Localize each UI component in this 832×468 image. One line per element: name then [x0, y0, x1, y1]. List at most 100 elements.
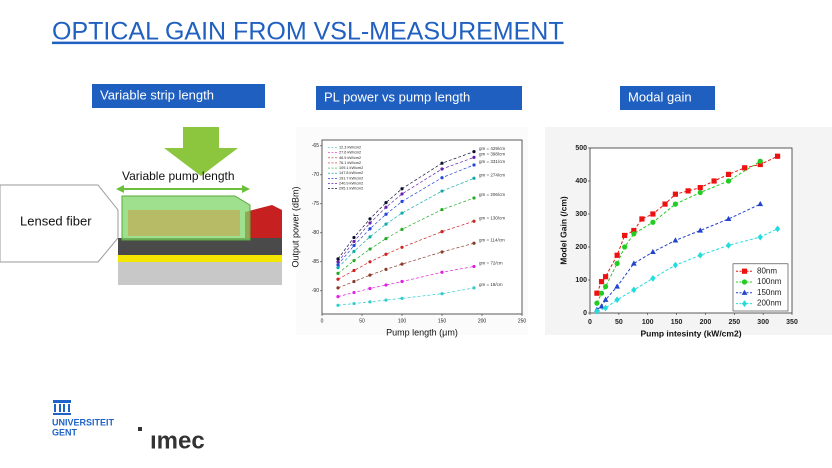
data-point	[775, 154, 780, 159]
y-tick-label: 300	[575, 211, 587, 218]
gain-annotation: gm = 429/cm	[479, 146, 505, 151]
data-point	[384, 237, 387, 240]
y-tick-label: -85	[312, 259, 319, 265]
data-point	[352, 291, 355, 294]
x-tick-label: 150	[671, 319, 683, 326]
gain-annotation: gm = 114/cm	[479, 237, 505, 242]
y-tick-label: -75	[312, 201, 319, 207]
gain-annotation: gm = 18/cm	[479, 282, 503, 287]
data-point	[673, 202, 678, 207]
data-point	[639, 216, 644, 221]
institute-logo: ımec	[150, 427, 205, 454]
data-point	[622, 244, 627, 249]
logo-dot	[138, 427, 142, 431]
legend-label: 240.9 kW/cm2	[339, 181, 363, 185]
data-point	[594, 301, 599, 306]
fiber-label: Lensed fiber	[20, 213, 92, 228]
data-point	[650, 211, 655, 216]
data-point	[400, 280, 403, 283]
data-point	[726, 172, 731, 177]
data-point	[472, 242, 475, 245]
gain-annotation: gm = 72/cm	[479, 261, 503, 266]
data-point	[698, 190, 703, 195]
waveguide-layer	[118, 238, 282, 255]
data-point	[472, 265, 475, 268]
data-point	[742, 165, 747, 170]
logo-icon	[53, 413, 71, 415]
data-point	[472, 156, 475, 159]
y-tick-label: -90	[312, 288, 319, 294]
slide: OPTICAL GAIN FROM VSL-MEASUREMENT Variab…	[0, 0, 832, 468]
data-point	[440, 176, 443, 179]
page: OPTICAL GAIN FROM VSL-MEASUREMENT Variab…	[0, 0, 832, 468]
data-point	[603, 284, 608, 289]
data-point	[336, 260, 339, 263]
data-point	[336, 257, 339, 260]
legend-label: 200nm	[757, 299, 782, 308]
data-point	[384, 213, 387, 216]
data-point	[368, 247, 371, 250]
substrate	[118, 262, 282, 285]
data-point	[400, 192, 403, 195]
logo-icon	[63, 404, 65, 412]
data-point	[472, 286, 475, 289]
data-point	[352, 250, 355, 253]
data-point	[440, 271, 443, 274]
legend-label: 80nm	[757, 266, 777, 275]
x-tick-label: 100	[398, 318, 407, 324]
data-point	[603, 274, 608, 279]
data-point	[472, 196, 475, 199]
pump-arrow-shaft	[183, 127, 219, 149]
data-point	[594, 291, 599, 296]
gain-annotation: gm = 274/cm	[479, 172, 505, 177]
logo-icon	[54, 404, 56, 412]
data-point	[336, 278, 339, 281]
data-point	[352, 302, 355, 305]
data-point	[758, 159, 763, 164]
legend-label: 109.1 kW/cm2	[339, 166, 363, 170]
y-tick-label: 400	[575, 178, 587, 185]
gain-annotation: gm = 398/cm	[479, 152, 505, 157]
y-tick-label: 200	[575, 244, 587, 251]
data-point	[368, 274, 371, 277]
legend-marker	[742, 269, 747, 274]
legend-label: 27.6 kW/cm2	[339, 151, 361, 155]
panel-label: Modal gain	[628, 89, 692, 104]
data-point	[368, 260, 371, 263]
x-tick-label: 350	[786, 319, 798, 326]
data-point	[400, 200, 403, 203]
data-point	[384, 268, 387, 271]
data-point	[440, 162, 443, 165]
x-tick-label: 0	[321, 318, 324, 324]
gain-annotation: gm = 331/cm	[479, 159, 505, 164]
data-point	[336, 295, 339, 298]
data-point	[384, 206, 387, 209]
data-point	[440, 230, 443, 233]
data-point	[336, 286, 339, 289]
university-name: UNIVERSITEIT	[52, 417, 115, 427]
gain-annotation: gm = 130/cm	[479, 215, 505, 220]
data-point	[631, 231, 636, 236]
logo-icon	[68, 404, 70, 412]
logo-icon	[53, 400, 71, 403]
data-point	[368, 217, 371, 220]
university-name: GENT	[52, 427, 78, 437]
y-axis-label: Output power (dBm)	[290, 186, 300, 267]
x-tick-label: 150	[438, 318, 447, 324]
data-point	[384, 283, 387, 286]
data-point	[615, 253, 620, 258]
data-point	[368, 235, 371, 238]
data-point	[368, 227, 371, 230]
data-point	[352, 280, 355, 283]
data-point	[400, 263, 403, 266]
data-point	[673, 192, 678, 197]
data-point	[650, 220, 655, 225]
data-point	[368, 300, 371, 303]
data-point	[440, 167, 443, 170]
legend-marker	[742, 279, 747, 284]
legend-label: 295.1 kW/cm2	[339, 187, 363, 191]
data-point	[440, 208, 443, 211]
data-point	[472, 150, 475, 153]
data-point	[726, 178, 731, 183]
cladding-layer	[118, 255, 282, 262]
